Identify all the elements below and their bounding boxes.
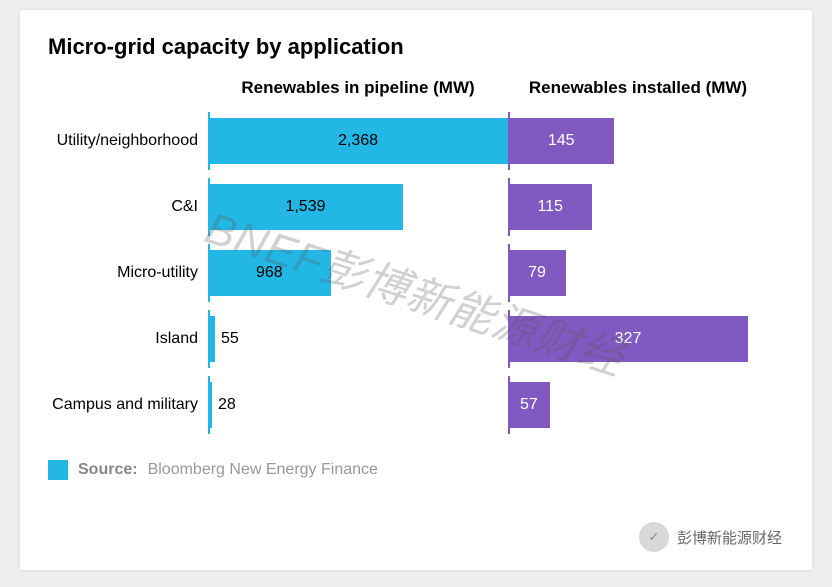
column-headers: Renewables in pipeline (MW) Renewables i…: [48, 78, 784, 98]
bar-value: 79: [528, 264, 546, 282]
chart-row: C&I 1,539 115: [48, 174, 784, 240]
bar-installed: 145: [508, 118, 614, 164]
bar-cell-installed: 79: [508, 250, 768, 296]
category-label: C&I: [48, 198, 208, 216]
category-label: Micro-utility: [48, 264, 208, 282]
bar-value: 28: [218, 396, 236, 414]
bar-installed: 79: [508, 250, 566, 296]
chart-row: Campus and military2857: [48, 372, 784, 438]
bar-value: 1,539: [285, 198, 325, 216]
source-row: Source: Bloomberg New Energy Finance: [48, 460, 784, 480]
bar-cell-installed: 145: [508, 118, 768, 164]
bar-pipeline: 2,368: [208, 118, 508, 164]
footer-badge-text: 彭博新能源财经: [677, 527, 782, 548]
bar-cell-pipeline: 2,368: [208, 118, 508, 164]
bar-pipeline: 55: [208, 316, 215, 362]
bar-pipeline: 28: [208, 382, 212, 428]
bar-pipeline: 968: [208, 250, 331, 296]
bar-cell-installed: 115: [508, 184, 768, 230]
chart-row: Micro-utility 968 79: [48, 240, 784, 306]
wechat-icon: ✓: [639, 522, 669, 552]
category-label: Campus and military: [48, 396, 208, 414]
bar-installed: 115: [508, 184, 592, 230]
legend-swatch: [48, 460, 68, 480]
bar-cell-pipeline: 968: [208, 250, 508, 296]
bar-value: 968: [256, 264, 283, 282]
chart-row: Utility/neighborhood 2,368 145: [48, 108, 784, 174]
bar-value: 115: [537, 198, 563, 216]
bar-value: 2,368: [338, 132, 378, 150]
chart-title: Micro-grid capacity by application: [48, 34, 784, 60]
header-spacer: [48, 78, 208, 98]
category-label: Island: [48, 330, 208, 348]
source-text: Bloomberg New Energy Finance: [148, 461, 378, 479]
chart-rows: Utility/neighborhood 2,368 145 C&I 1,539 115 M…: [48, 108, 784, 438]
chart-card: Micro-grid capacity by application Renew…: [20, 10, 812, 570]
chart-row: Island55327: [48, 306, 784, 372]
bar-cell-installed: 57: [508, 382, 768, 428]
chart-area: Renewables in pipeline (MW) Renewables i…: [48, 78, 784, 438]
bar-cell-installed: 327: [508, 316, 768, 362]
bar-installed: 327: [508, 316, 748, 362]
bar-cell-pipeline: 28: [208, 382, 508, 428]
bar-installed: 57: [508, 382, 550, 428]
bar-value: 327: [615, 330, 642, 348]
category-label: Utility/neighborhood: [48, 132, 208, 150]
bar-pipeline: 1,539: [208, 184, 403, 230]
source-label: Source:: [78, 461, 138, 479]
bar-value: 57: [520, 396, 538, 414]
bar-cell-pipeline: 55: [208, 316, 508, 362]
column-header-1: Renewables in pipeline (MW): [208, 78, 508, 98]
bar-value: 55: [221, 330, 239, 348]
footer-badge: ✓ 彭博新能源财经: [639, 522, 782, 552]
bar-cell-pipeline: 1,539: [208, 184, 508, 230]
bar-value: 145: [548, 132, 575, 150]
column-header-2: Renewables installed (MW): [508, 78, 768, 98]
